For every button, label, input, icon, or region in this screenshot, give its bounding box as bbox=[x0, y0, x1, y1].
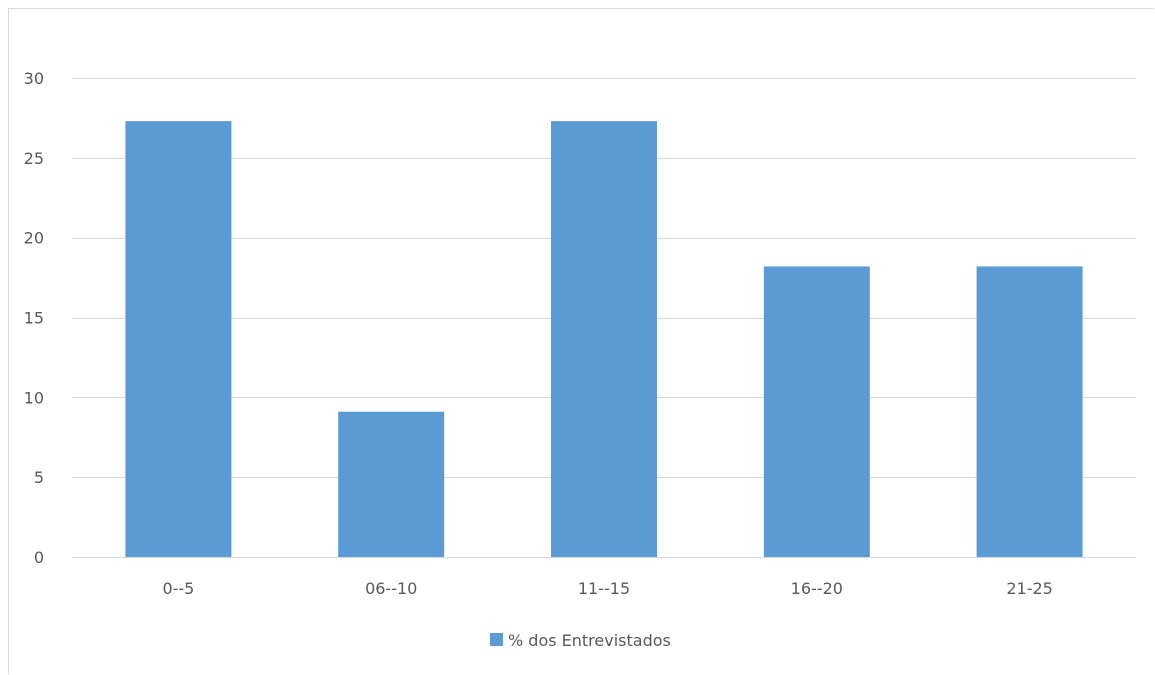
bar-11--15 bbox=[551, 121, 657, 558]
x-tick-label: 06--10 bbox=[365, 579, 417, 598]
y-tick-label: 10 bbox=[24, 388, 44, 407]
y-tick-label: 15 bbox=[24, 309, 44, 328]
bars bbox=[125, 121, 1083, 558]
bar-06--10 bbox=[338, 411, 445, 557]
legend-swatch bbox=[490, 633, 503, 646]
x-axis-tick-labels: 0--5 06--10 11--15 16--20 21-25 bbox=[162, 579, 1052, 598]
x-tick-label: 0--5 bbox=[162, 579, 194, 598]
y-tick-label: 0 bbox=[34, 548, 44, 567]
x-tick-label: 11--15 bbox=[578, 579, 630, 598]
legend: % dos Entrevistados bbox=[490, 631, 671, 650]
y-tick-label: 25 bbox=[24, 149, 44, 168]
x-tick-label: 21-25 bbox=[1006, 579, 1053, 598]
y-tick-label: 5 bbox=[34, 468, 44, 487]
y-tick-label: 20 bbox=[24, 229, 44, 248]
y-tick-label: 30 bbox=[24, 69, 44, 88]
y-axis-tick-labels: 0 5 10 15 20 25 30 bbox=[24, 69, 44, 567]
bar-0--5 bbox=[125, 121, 232, 558]
legend-label: % dos Entrevistados bbox=[508, 631, 671, 650]
bar-21-25 bbox=[976, 266, 1083, 557]
bar-16--20 bbox=[763, 266, 870, 557]
x-tick-label: 16--20 bbox=[791, 579, 843, 598]
